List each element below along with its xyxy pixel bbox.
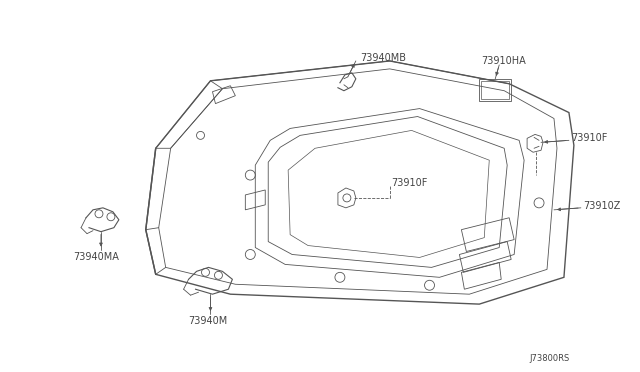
Text: 73910F: 73910F [392,178,428,188]
Text: 73910HA: 73910HA [481,56,526,66]
Bar [479,79,511,101]
Text: 73910Z: 73910Z [583,201,620,211]
Text: J73800RS: J73800RS [529,354,570,363]
Text: 73940M: 73940M [189,316,228,326]
Text: 73940MB: 73940MB [360,53,406,63]
Text: 73910F: 73910F [571,133,607,143]
Text: 73940MA: 73940MA [73,253,119,263]
Bar [481,81,509,99]
